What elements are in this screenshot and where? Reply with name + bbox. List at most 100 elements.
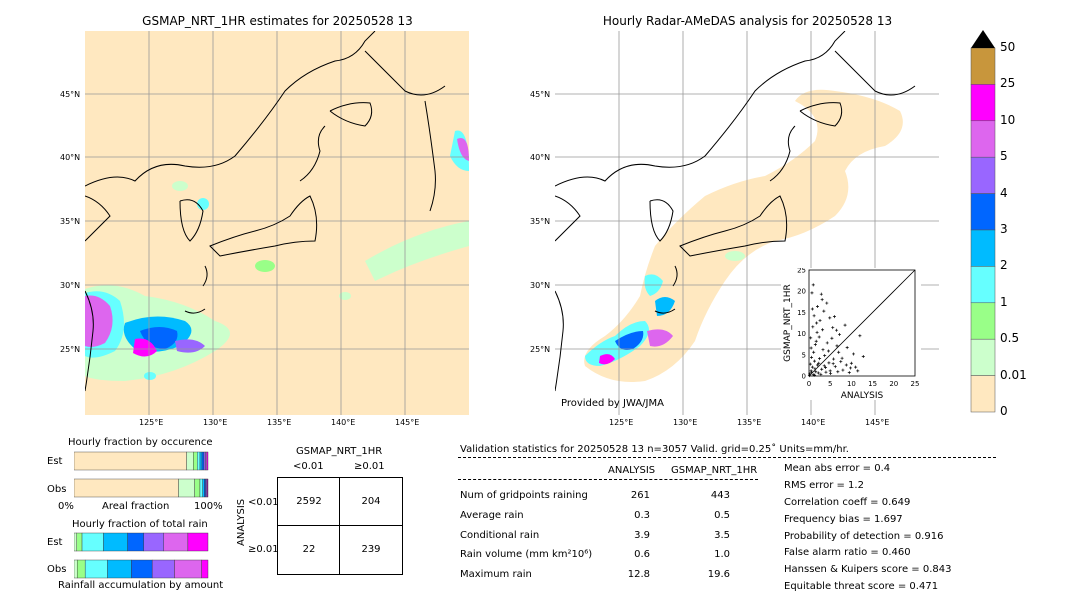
score-line: RMS error = 1.2 <box>784 480 864 491</box>
occurrence-axis-right: 100% <box>194 501 223 512</box>
scatter-point <box>820 298 824 302</box>
colorbar-label: 25 <box>1000 76 1016 91</box>
occurrence-obs-label: Obs <box>47 484 67 495</box>
scatter-point <box>825 341 829 345</box>
fraction-segment <box>197 451 201 471</box>
colorbar-label: 4 <box>1000 185 1008 200</box>
scatter-point <box>852 352 856 356</box>
right-lon-label: 140°E <box>801 418 826 427</box>
scatter-point <box>847 371 851 375</box>
score-line: Mean abs error = 0.4 <box>784 463 891 474</box>
validation-row-gsmap: 0.5 <box>714 510 730 521</box>
scatter-point <box>831 362 835 366</box>
scatter-point <box>815 363 819 367</box>
validation-row-label: Average rain <box>460 510 524 521</box>
scatter-point <box>849 361 853 365</box>
colorbar <box>966 28 1046 424</box>
fraction-segment <box>207 478 209 498</box>
validation-row-analysis: 12.8 <box>627 569 650 580</box>
colorbar-label: 0.01 <box>1000 367 1027 382</box>
validation-row-gsmap: 1.0 <box>714 549 730 560</box>
scatter-point <box>807 374 811 378</box>
fraction-segment <box>202 478 205 498</box>
contingency-col-1: ≥0.01 <box>354 461 385 472</box>
contingency-row-1: ≥0.01 <box>248 544 279 555</box>
right-lat-label: 35°N <box>530 217 551 226</box>
right-map-title: Hourly Radar-AMeDAS analysis for 2025052… <box>602 14 893 28</box>
validation-row-analysis: 0.6 <box>634 549 650 560</box>
scatter-point <box>810 365 814 369</box>
scatter-point <box>858 334 862 338</box>
scatter-point <box>809 336 813 340</box>
colorbar-label: 10 <box>1000 112 1016 127</box>
right-lat-label: 30°N <box>530 281 551 290</box>
contingency-cell: 22 <box>302 544 316 555</box>
scatter-point <box>813 343 817 347</box>
right-lon-label: 135°E <box>737 418 762 427</box>
left-lon-label: 125°E <box>139 418 164 427</box>
scatter-point <box>820 367 824 371</box>
validation-row-analysis: 261 <box>630 490 650 501</box>
fraction-segment <box>131 559 153 579</box>
scatter-point <box>810 370 814 374</box>
fraction-segment <box>199 478 203 498</box>
contingency-cell: 2592 <box>296 496 322 507</box>
scatter-point <box>854 365 858 369</box>
fraction-segment <box>73 532 77 552</box>
colorbar-label: 1 <box>1000 294 1008 309</box>
left-lat-label: 25°N <box>60 345 81 354</box>
scatter-ticks: 00 5 5 10 10 15 15 20 20 25 25 <box>797 267 919 389</box>
scatter-point <box>835 344 839 348</box>
left-lon-label: 135°E <box>267 418 292 427</box>
contingency-cell: 239 <box>361 544 381 555</box>
validation-row-gsmap: 443 <box>710 490 730 501</box>
total-rain-obs-label: Obs <box>47 564 67 575</box>
validation-row-analysis: 0.3 <box>634 510 650 521</box>
scatter-point <box>835 328 839 332</box>
right-lat-label: 25°N <box>530 345 551 354</box>
fraction-segment <box>76 559 86 579</box>
scatter-point <box>849 366 853 370</box>
score-line: False alarm ratio = 0.460 <box>784 547 911 558</box>
scatter-point <box>840 356 844 360</box>
scatter-point <box>829 371 833 375</box>
scatter-point <box>818 318 822 322</box>
scatter-point <box>827 361 831 365</box>
scatter-point <box>827 349 831 353</box>
colorbar-segment <box>970 193 996 231</box>
validation-row-label: Maximum rain <box>460 569 532 580</box>
scatter-point <box>821 328 825 332</box>
total-rain-footer: Rainfall accumulation by amount <box>58 580 224 591</box>
colorbar-segment <box>970 47 996 85</box>
fraction-segment <box>81 532 104 552</box>
scatter-point <box>808 372 812 376</box>
colorbar-segment <box>970 266 996 304</box>
colorbar-segment <box>970 338 996 376</box>
fraction-segment <box>127 532 144 552</box>
fraction-segment <box>84 559 108 579</box>
scatter-point <box>814 370 818 374</box>
fraction-segment <box>203 451 206 471</box>
scatter-point <box>824 370 828 374</box>
scatter-point <box>813 373 817 377</box>
occurrence-axis-left: 0% <box>58 501 74 512</box>
colorbar-segment <box>970 302 996 340</box>
scatter-xlabel: ANALYSIS <box>841 391 884 400</box>
scatter-point <box>816 371 820 375</box>
scatter-point <box>815 330 819 334</box>
scatter-point <box>841 368 845 372</box>
scatter-point <box>814 339 818 343</box>
scatter-point <box>812 350 816 354</box>
occurrence-title: Hourly fraction by occurence <box>68 437 213 448</box>
scatter-point <box>821 348 825 352</box>
colorbar-label: 50 <box>1000 40 1016 54</box>
scatter-point <box>825 301 829 305</box>
fraction-segment <box>163 532 189 552</box>
scatter-point <box>828 369 832 373</box>
right-lon-label: 130°E <box>673 418 698 427</box>
fraction-segment <box>205 451 208 471</box>
scatter-point <box>832 357 836 361</box>
fraction-segment <box>199 451 203 471</box>
contingency-cell: 204 <box>361 496 381 507</box>
scatter-point <box>861 354 865 358</box>
